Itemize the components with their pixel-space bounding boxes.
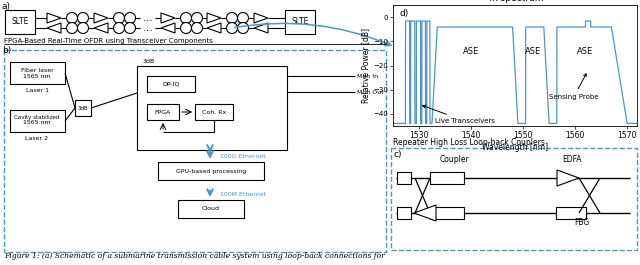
Circle shape — [67, 23, 77, 33]
Circle shape — [191, 23, 202, 33]
Text: ...: ... — [143, 13, 154, 23]
Text: Cloud: Cloud — [202, 206, 220, 211]
Text: SLTE: SLTE — [12, 17, 29, 26]
Text: ...: ... — [143, 23, 154, 33]
Bar — [4, 50, 386, 252]
Bar — [10, 62, 65, 84]
Circle shape — [77, 23, 88, 33]
Bar — [147, 76, 195, 92]
Text: Repeater High Loss Loop-back Couplers: Repeater High Loss Loop-back Couplers — [393, 138, 545, 147]
Text: c): c) — [393, 150, 401, 159]
Circle shape — [113, 12, 125, 24]
Circle shape — [77, 12, 88, 24]
Circle shape — [237, 12, 248, 24]
Text: 1565 nm: 1565 nm — [23, 73, 51, 78]
Circle shape — [125, 12, 136, 24]
Text: SLTE: SLTE — [291, 17, 308, 26]
Polygon shape — [161, 13, 175, 23]
Text: Cavity stabilized: Cavity stabilized — [14, 114, 60, 120]
Text: Laser 1: Laser 1 — [26, 88, 49, 93]
Circle shape — [227, 23, 237, 33]
Bar — [10, 110, 65, 132]
Bar — [556, 207, 586, 219]
Text: a): a) — [2, 2, 11, 11]
Polygon shape — [414, 205, 436, 221]
Text: Live Transceivers: Live Transceivers — [422, 105, 495, 124]
Bar — [147, 104, 179, 120]
Text: FBG: FBG — [574, 218, 589, 227]
Circle shape — [125, 23, 136, 33]
Polygon shape — [94, 23, 108, 33]
Text: Coupler: Coupler — [440, 155, 470, 164]
Bar — [75, 100, 91, 116]
Circle shape — [180, 12, 191, 24]
Polygon shape — [254, 13, 268, 23]
Text: ASE: ASE — [463, 47, 479, 56]
Bar — [137, 66, 287, 150]
Bar — [391, 148, 637, 250]
Text: d): d) — [399, 9, 408, 18]
Circle shape — [67, 12, 77, 24]
Text: Laser 2: Laser 2 — [26, 136, 49, 141]
Text: EDFA: EDFA — [563, 155, 582, 164]
Text: 1565 nm: 1565 nm — [23, 121, 51, 126]
Text: ASE: ASE — [577, 47, 593, 56]
Text: FPGA-Based Real-Time OFDR using Transceiver Components: FPGA-Based Real-Time OFDR using Transcei… — [4, 38, 213, 44]
Polygon shape — [557, 170, 579, 186]
Y-axis label: Relative Power [dB]: Relative Power [dB] — [362, 28, 371, 103]
Text: Fiber laser: Fiber laser — [20, 68, 53, 73]
Circle shape — [227, 12, 237, 24]
Text: GPU-based processing: GPU-based processing — [176, 169, 246, 174]
Bar — [195, 104, 233, 120]
Bar — [285, 10, 315, 34]
Bar — [178, 200, 244, 218]
Title: Tx spectrum: Tx spectrum — [487, 0, 543, 3]
Bar — [430, 172, 464, 184]
Text: Mon In: Mon In — [357, 73, 378, 78]
Polygon shape — [161, 23, 175, 33]
Bar — [397, 207, 411, 219]
Text: DP-IQ: DP-IQ — [163, 82, 180, 86]
Circle shape — [191, 12, 202, 24]
Text: Coh. Rx: Coh. Rx — [202, 109, 226, 114]
Circle shape — [180, 23, 191, 33]
Polygon shape — [207, 23, 221, 33]
Circle shape — [237, 23, 248, 33]
Text: b): b) — [2, 46, 12, 55]
Text: 100M Ethernet: 100M Ethernet — [220, 192, 266, 197]
Polygon shape — [47, 23, 61, 33]
Text: 3dB: 3dB — [143, 59, 156, 64]
Polygon shape — [207, 13, 221, 23]
Circle shape — [113, 23, 125, 33]
Text: Figure 1: (a) Schematic of a submarine transmission cable system using loop-back: Figure 1: (a) Schematic of a submarine t… — [4, 252, 385, 260]
X-axis label: Wavelength [nm]: Wavelength [nm] — [482, 143, 548, 152]
Text: ASE: ASE — [525, 47, 541, 56]
Bar — [430, 207, 464, 219]
Text: FPGA: FPGA — [155, 109, 171, 114]
Text: Mon Out: Mon Out — [357, 90, 384, 95]
Text: 100G Ethernet: 100G Ethernet — [220, 154, 266, 160]
Text: 3dB: 3dB — [77, 105, 88, 111]
Polygon shape — [94, 13, 108, 23]
Bar — [5, 10, 35, 34]
Bar — [397, 172, 411, 184]
Bar — [158, 162, 264, 180]
Polygon shape — [47, 13, 61, 23]
Text: Sensing Probe: Sensing Probe — [549, 74, 598, 100]
Polygon shape — [254, 23, 268, 33]
